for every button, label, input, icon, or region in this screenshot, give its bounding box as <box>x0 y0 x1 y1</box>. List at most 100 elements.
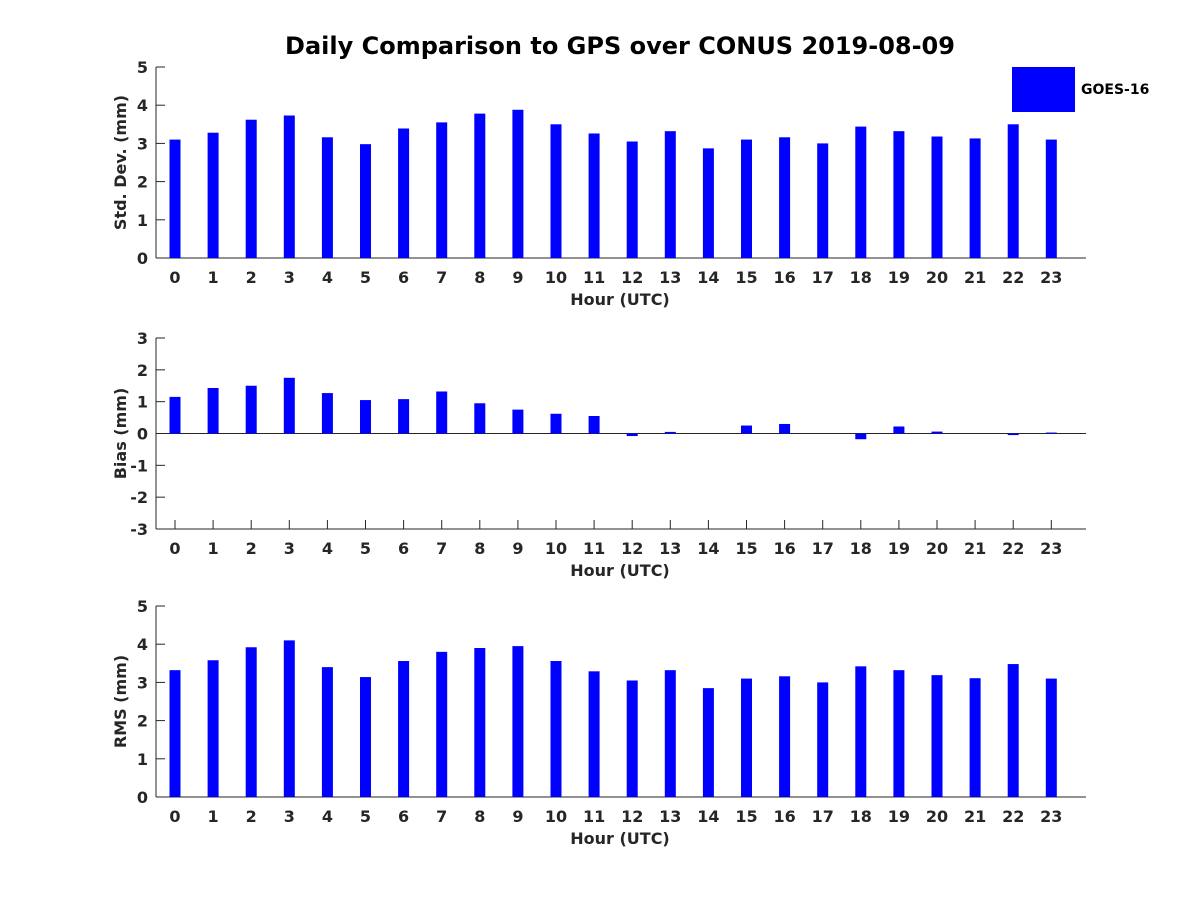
y-tick-label: 0 <box>137 249 148 268</box>
x-tick-label: 18 <box>850 268 872 287</box>
x-tick-label: 5 <box>360 268 371 287</box>
chart-title: Daily Comparison to GPS over CONUS 2019-… <box>285 32 955 60</box>
x-tick-label: 3 <box>284 268 295 287</box>
x-tick-label: 11 <box>583 539 605 558</box>
y-tick-label: 3 <box>137 673 148 692</box>
bar-hour-18 <box>855 126 867 258</box>
x-tick-label: 11 <box>583 807 605 826</box>
x-tick-label: 22 <box>1002 807 1024 826</box>
bar-hour-7 <box>436 122 448 258</box>
y-axis-label: Std. Dev. (mm) <box>111 95 130 230</box>
bar-hour-6 <box>398 399 410 434</box>
legend-label: GOES-16 <box>1081 82 1149 98</box>
bar-hour-7 <box>436 391 448 434</box>
bar-hour-15 <box>741 139 752 258</box>
bar-hour-18 <box>855 433 867 440</box>
bar-hour-23 <box>1045 678 1057 797</box>
bar-hour-8 <box>474 403 486 434</box>
x-tick-label: 18 <box>850 539 872 558</box>
x-tick-label: 8 <box>474 807 485 826</box>
x-tick-label: 19 <box>888 539 910 558</box>
bar-hour-17 <box>817 143 829 258</box>
x-tick-label: 22 <box>1002 539 1024 558</box>
x-tick-label: 10 <box>545 268 567 287</box>
x-tick-label: 8 <box>474 268 485 287</box>
bar-hour-5 <box>360 400 371 434</box>
bar-hour-2 <box>245 119 257 258</box>
x-tick-label: 6 <box>398 268 409 287</box>
bar-hour-18 <box>855 666 867 797</box>
x-tick-label: 22 <box>1002 268 1024 287</box>
x-tick-label: 23 <box>1040 268 1062 287</box>
x-tick-label: 21 <box>964 268 986 287</box>
bar-hour-23 <box>1045 139 1057 258</box>
x-tick-label: 23 <box>1040 539 1062 558</box>
x-tick-label: 3 <box>284 539 295 558</box>
bar-hour-20 <box>931 136 943 258</box>
x-tick-label: 2 <box>246 539 257 558</box>
legend: GOES-16 <box>1012 67 1149 112</box>
bar-hour-23 <box>1045 432 1057 434</box>
y-tick-label: 1 <box>137 393 148 412</box>
y-tick-label: -3 <box>130 520 148 539</box>
bar-hour-7 <box>436 651 448 797</box>
bar-hour-19 <box>893 426 905 434</box>
bar-hour-6 <box>398 128 410 258</box>
bar-hour-2 <box>245 385 257 434</box>
x-tick-label: 7 <box>436 268 447 287</box>
x-tick-label: 17 <box>812 539 834 558</box>
y-axis-label: Bias (mm) <box>111 388 130 480</box>
y-tick-label: -2 <box>130 488 148 507</box>
y-tick-label: 2 <box>137 173 148 192</box>
x-tick-label: 19 <box>888 807 910 826</box>
x-tick-label: 2 <box>246 268 257 287</box>
bar-hour-19 <box>893 670 905 797</box>
x-tick-label: 16 <box>773 807 795 826</box>
bar-hour-13 <box>664 131 676 258</box>
y-tick-label: 0 <box>137 788 148 807</box>
bar-hour-8 <box>474 113 486 258</box>
bar-hour-15 <box>741 678 752 797</box>
x-tick-label: 4 <box>322 807 333 826</box>
x-tick-label: 17 <box>812 807 834 826</box>
y-tick-label: 1 <box>137 750 148 769</box>
bar-hour-11 <box>588 133 600 258</box>
bar-hour-21 <box>969 678 981 797</box>
x-tick-label: 8 <box>474 539 485 558</box>
y-tick-label: 5 <box>137 58 148 77</box>
bar-hour-11 <box>588 415 600 434</box>
bar-hour-0 <box>169 396 181 434</box>
bar-hour-0 <box>169 670 181 797</box>
bar-hour-22 <box>1007 433 1019 436</box>
y-tick-label: 0 <box>137 425 148 444</box>
x-tick-label: 6 <box>398 539 409 558</box>
bar-hour-1 <box>207 387 219 434</box>
x-tick-label: 13 <box>659 539 681 558</box>
bar-hour-14 <box>702 148 714 258</box>
x-tick-label: 12 <box>621 539 643 558</box>
bar-hour-16 <box>779 423 791 434</box>
y-tick-label: 5 <box>137 597 148 616</box>
y-tick-label: 2 <box>137 361 148 380</box>
x-tick-label: 7 <box>436 539 447 558</box>
bar-hour-16 <box>779 137 791 258</box>
x-axis-label: Hour (UTC) <box>570 290 670 309</box>
bar-hour-17 <box>817 682 829 797</box>
x-tick-label: 0 <box>169 807 180 826</box>
x-tick-label: 16 <box>773 539 795 558</box>
bar-hour-9 <box>512 646 524 797</box>
bar-hour-12 <box>626 680 638 797</box>
bar-hour-5 <box>360 677 371 797</box>
x-tick-label: 7 <box>436 807 447 826</box>
x-tick-label: 20 <box>926 807 948 826</box>
bar-hour-12 <box>626 141 638 258</box>
x-tick-label: 18 <box>850 807 872 826</box>
x-tick-label: 10 <box>545 539 567 558</box>
x-tick-label: 6 <box>398 807 409 826</box>
x-tick-label: 15 <box>735 807 757 826</box>
y-tick-label: 3 <box>137 134 148 153</box>
